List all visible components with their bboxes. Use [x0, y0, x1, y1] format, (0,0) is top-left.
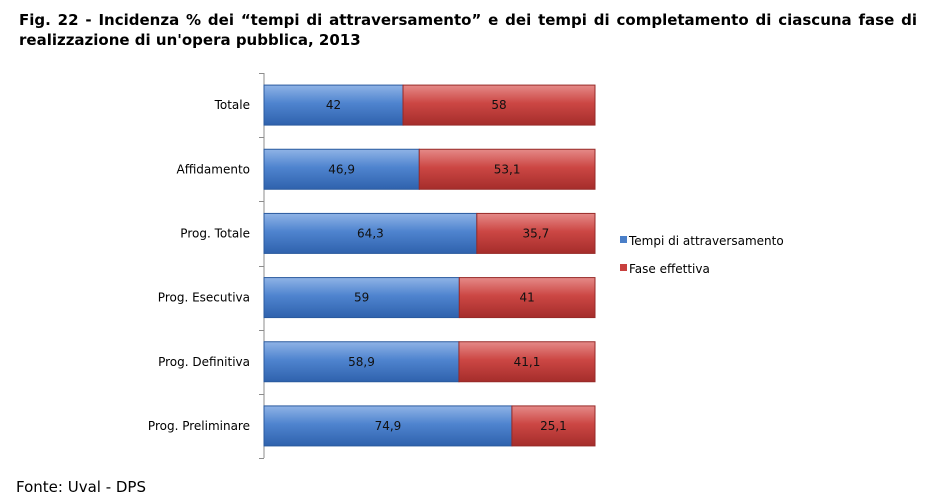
category-label: Prog. Definitiva [158, 355, 250, 369]
data-label: 74,9 [375, 419, 402, 433]
data-label: 46,9 [328, 162, 355, 176]
legend-swatch [620, 264, 627, 271]
legend-swatch [620, 236, 627, 243]
data-label: 35,7 [523, 226, 550, 240]
data-label: 25,1 [540, 419, 567, 433]
bar-segment-tempi [263, 148, 420, 190]
bar-segment-fase [418, 148, 596, 190]
bar-segment-fase [458, 341, 596, 383]
data-label: 58,9 [348, 355, 375, 369]
bar-segment-tempi [263, 212, 478, 254]
bar-segment-fase [476, 212, 596, 254]
data-label: 64,3 [357, 226, 384, 240]
bar-segment-fase [402, 84, 596, 126]
bar-segment-fase [458, 277, 596, 319]
category-label: Affidamento [176, 162, 250, 176]
data-label: 41 [520, 291, 535, 305]
bar-segment-tempi [263, 405, 513, 447]
data-label: 41,1 [514, 355, 541, 369]
chart-title: Fig. 22 - Incidenza % dei “tempi di attr… [19, 11, 917, 49]
category-label: Prog. Preliminare [148, 419, 250, 433]
bar-segment-tempi [263, 84, 404, 126]
category-label: Prog. Totale [180, 226, 250, 240]
legend-label: Tempi di attraversamento [628, 234, 784, 248]
bar-segment-fase [511, 405, 596, 447]
data-label: 53,1 [494, 162, 521, 176]
category-label: Prog. Esecutiva [158, 291, 250, 305]
data-label: 42 [326, 98, 341, 112]
legend-label: Fase effettiva [629, 262, 710, 276]
source-note: Fonte: Uval - DPS [16, 478, 146, 496]
data-label: 58 [491, 98, 506, 112]
data-label: 59 [354, 291, 369, 305]
category-label: Totale [214, 98, 250, 112]
